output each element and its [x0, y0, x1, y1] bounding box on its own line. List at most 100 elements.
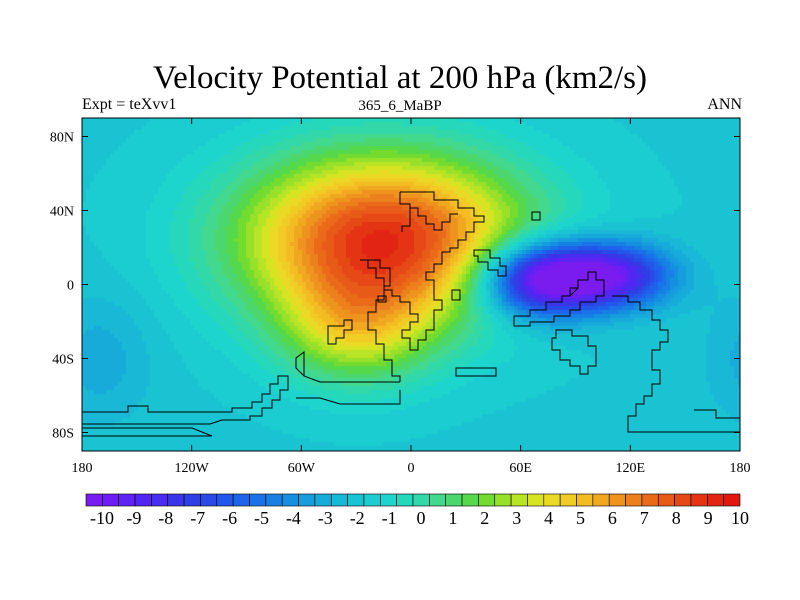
heatmap-cell	[270, 166, 275, 171]
heatmap-cell	[302, 210, 307, 215]
heatmap-cell	[198, 190, 203, 195]
heatmap-cell	[738, 154, 740, 159]
heatmap-cell	[278, 226, 283, 231]
heatmap-cell	[278, 198, 283, 203]
heatmap-cell	[646, 226, 651, 231]
heatmap-cell	[202, 210, 207, 215]
heatmap-cell	[462, 222, 467, 227]
heatmap-cell	[198, 230, 203, 235]
heatmap-cell	[166, 230, 171, 235]
heatmap-cell	[442, 174, 447, 179]
heatmap-cell	[510, 170, 515, 175]
heatmap-cell	[222, 122, 227, 127]
heatmap-cell	[142, 182, 147, 187]
heatmap-cell	[146, 206, 151, 211]
heatmap-cell	[642, 134, 647, 139]
heatmap-cell	[618, 186, 623, 191]
heatmap-cell	[114, 202, 119, 207]
heatmap-cell	[726, 146, 731, 151]
heatmap-cell	[494, 146, 499, 151]
heatmap-cell	[518, 150, 523, 155]
heatmap-cell	[482, 202, 487, 207]
heatmap-cell	[90, 186, 95, 191]
heatmap-cell	[278, 234, 283, 239]
heatmap-cell	[238, 182, 243, 187]
heatmap-cell	[254, 126, 259, 131]
heatmap-cell	[698, 174, 703, 179]
heatmap-cell	[562, 134, 567, 139]
heatmap-cell	[386, 206, 391, 211]
heatmap-cell	[370, 214, 375, 219]
heatmap-cell	[462, 198, 467, 203]
heatmap-cell	[314, 150, 319, 155]
heatmap-cell	[654, 142, 659, 147]
heatmap-cell	[122, 218, 127, 223]
heatmap-cell	[254, 230, 259, 235]
heatmap-cell	[174, 154, 179, 159]
heatmap-cell	[590, 174, 595, 179]
heatmap-cell	[418, 174, 423, 179]
heatmap-cell	[358, 182, 363, 187]
heatmap-cell	[318, 154, 323, 159]
heatmap-cell	[714, 206, 719, 211]
heatmap-cell	[266, 142, 271, 147]
heatmap-cell	[582, 178, 587, 183]
heatmap-cell	[650, 226, 655, 231]
heatmap-cell	[554, 190, 559, 195]
heatmap-cell	[354, 234, 359, 239]
heatmap-cell	[570, 198, 575, 203]
heatmap-cell	[578, 158, 583, 163]
heatmap-cell	[558, 202, 563, 207]
heatmap-cell	[138, 182, 143, 187]
heatmap-cell	[626, 146, 631, 151]
heatmap-cell	[618, 182, 623, 187]
heatmap-cell	[90, 238, 95, 243]
heatmap-cell	[262, 238, 267, 243]
heatmap-cell	[522, 226, 527, 231]
heatmap-cell	[506, 138, 511, 143]
heatmap-cell	[534, 178, 539, 183]
heatmap-cell	[242, 166, 247, 171]
heatmap-cell	[686, 186, 691, 191]
heatmap-cell	[510, 162, 515, 167]
heatmap-cell	[378, 182, 383, 187]
heatmap-cell	[534, 158, 539, 163]
heatmap-cell	[590, 142, 595, 147]
heatmap-cell	[494, 194, 499, 199]
heatmap-cell	[198, 142, 203, 147]
heatmap-cell	[602, 146, 607, 151]
heatmap-cell	[490, 166, 495, 171]
heatmap-cell	[614, 134, 619, 139]
heatmap-cell	[450, 182, 455, 187]
heatmap-cell	[182, 130, 187, 135]
heatmap-cell	[442, 130, 447, 135]
heatmap-cell	[510, 194, 515, 199]
heatmap-cell	[366, 118, 371, 123]
heatmap-cell	[370, 182, 375, 187]
heatmap-cell	[478, 162, 483, 167]
heatmap-cell	[698, 158, 703, 163]
heatmap-cell	[258, 210, 263, 215]
heatmap-cell	[86, 146, 91, 151]
heatmap-cell	[406, 222, 411, 227]
heatmap-cell	[734, 182, 739, 187]
heatmap-cell	[382, 206, 387, 211]
heatmap-cell	[218, 226, 223, 231]
heatmap-cell	[678, 126, 683, 131]
heatmap-cell	[266, 158, 271, 163]
heatmap-cell	[658, 226, 663, 231]
heatmap-cell	[154, 238, 159, 243]
heatmap-cell	[202, 190, 207, 195]
heatmap-cell	[462, 122, 467, 127]
heatmap-cell	[162, 182, 167, 187]
heatmap-cell	[250, 134, 255, 139]
heatmap-cell	[498, 122, 503, 127]
heatmap-cell	[606, 198, 611, 203]
heatmap-cell	[678, 170, 683, 175]
heatmap-cell	[642, 158, 647, 163]
heatmap-cell	[618, 146, 623, 151]
heatmap-cell	[682, 126, 687, 131]
heatmap-cell	[582, 134, 587, 139]
heatmap-cell	[454, 234, 459, 239]
heatmap-cell	[246, 234, 251, 239]
